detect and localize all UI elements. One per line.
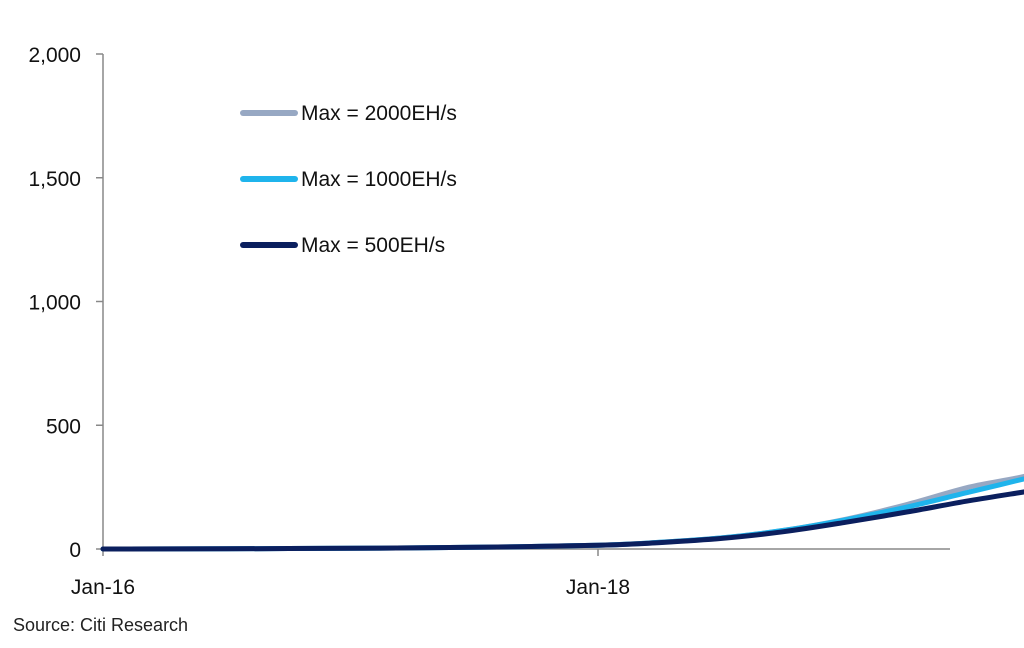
- y-tick-label: 1,500: [28, 168, 81, 191]
- x-tick-label: Jan-16: [71, 576, 135, 599]
- legend-label: Max = 2000EH/s: [301, 102, 457, 125]
- x-tick-label: Jan-18: [566, 576, 630, 599]
- series-lines: [100, 473, 1024, 552]
- axes: 05001,0001,5002,000Jan-16Jan-18Jan-20Jan…: [28, 44, 950, 599]
- series-line-1000: [100, 476, 1024, 552]
- y-tick-label: 1,000: [28, 292, 81, 315]
- legend-label: Max = 500EH/s: [301, 234, 445, 257]
- y-tick-label: 0: [69, 539, 81, 562]
- source-note: Source: Citi Research: [13, 615, 189, 635]
- series-line-2000: [100, 473, 1024, 552]
- y-tick-label: 2,000: [28, 44, 81, 67]
- series-line-500: [100, 489, 1024, 552]
- legend: Max = 2000EH/s Max = 1000EH/s Max = 500EH/…: [240, 102, 457, 257]
- y-tick-label: 500: [46, 415, 81, 438]
- legend-label: Max = 1000EH/s: [301, 168, 457, 191]
